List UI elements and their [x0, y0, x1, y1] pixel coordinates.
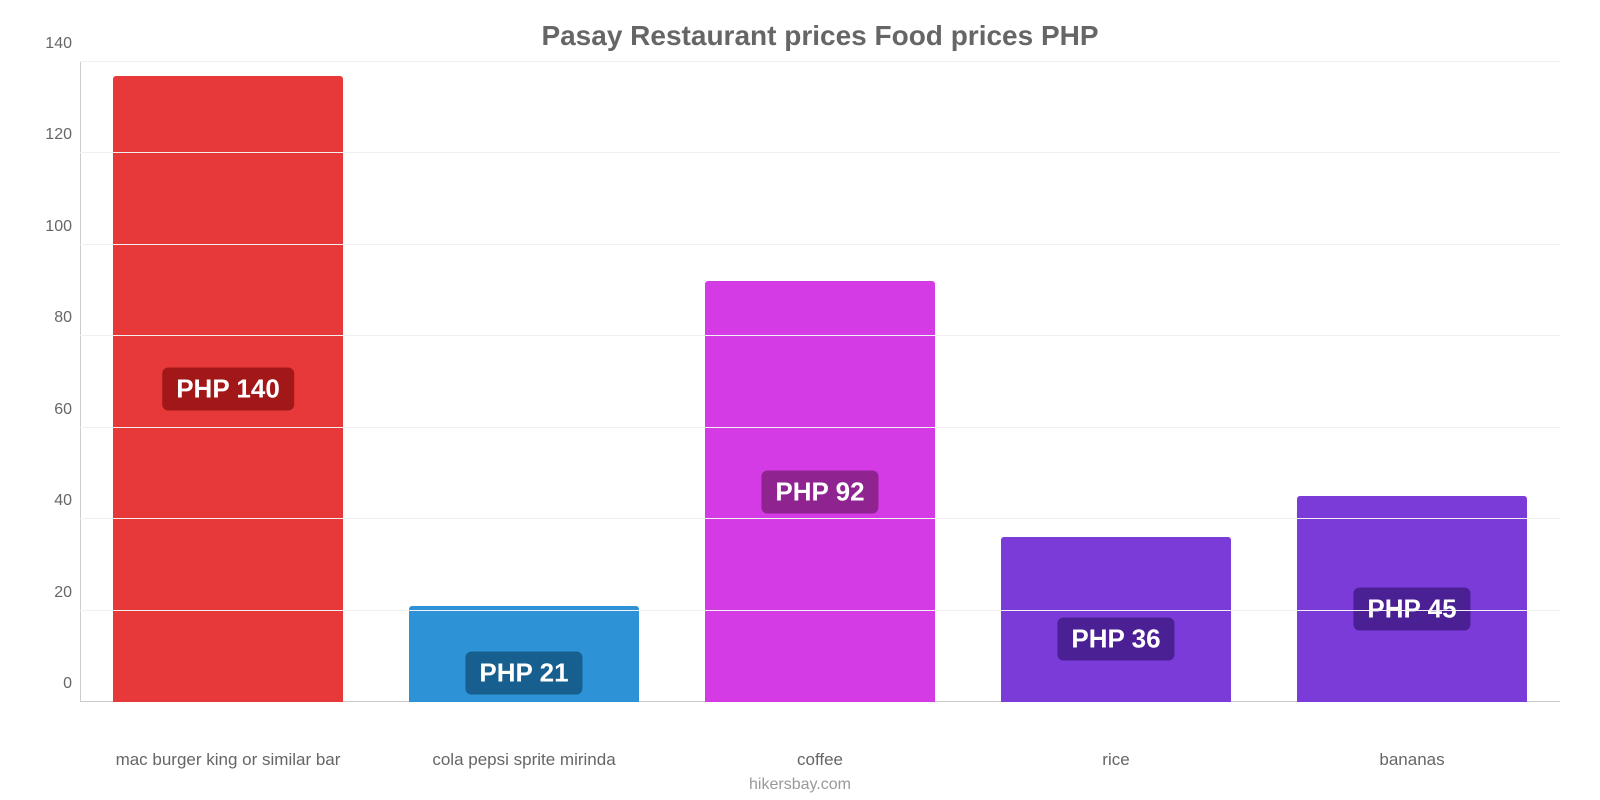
x-axis-label: mac burger king or similar bar — [80, 750, 376, 770]
grid-line — [80, 427, 1560, 428]
y-tick-label: 100 — [30, 218, 72, 236]
x-axis-label: rice — [968, 750, 1264, 770]
x-axis-label: coffee — [672, 750, 968, 770]
bar-value-label: PHP 92 — [761, 470, 878, 513]
bars-group: PHP 140 PHP 21 PHP 92 PHP 36 PHP 45 — [80, 62, 1560, 702]
x-axis-labels: mac burger king or similar barcola pepsi… — [80, 750, 1560, 770]
bar-slot: PHP 36 — [968, 62, 1264, 702]
y-tick-label: 120 — [30, 126, 72, 144]
y-tick-label: 60 — [30, 401, 72, 419]
bar-value-label: PHP 36 — [1057, 618, 1174, 661]
bar-value-label: PHP 21 — [465, 652, 582, 695]
credit-text: hikersbay.com — [0, 776, 1600, 794]
bar-slot: PHP 21 — [376, 62, 672, 702]
chart-title: Pasay Restaurant prices Food prices PHP — [80, 20, 1560, 52]
y-tick-label: 40 — [30, 492, 72, 510]
bar: PHP 36 — [1001, 537, 1232, 702]
bar: PHP 140 — [113, 76, 344, 702]
chart-container: Pasay Restaurant prices Food prices PHP … — [0, 0, 1600, 800]
plot-area: PHP 140PHP 21PHP 92PHP 36PHP 45 02040608… — [80, 62, 1560, 702]
grid-line — [80, 610, 1560, 611]
bar: PHP 45 — [1297, 496, 1528, 702]
bar-value-label: PHP 140 — [162, 367, 294, 410]
grid-line — [80, 335, 1560, 336]
grid-line — [80, 61, 1560, 62]
bar: PHP 92 — [705, 281, 936, 702]
bar-slot: PHP 45 — [1264, 62, 1560, 702]
y-tick-label: 140 — [30, 35, 72, 53]
x-axis-label: cola pepsi sprite mirinda — [376, 750, 672, 770]
grid-line — [80, 518, 1560, 519]
x-axis-label: bananas — [1264, 750, 1560, 770]
bar-slot: PHP 92 — [672, 62, 968, 702]
y-tick-label: 0 — [30, 675, 72, 693]
grid-line — [80, 152, 1560, 153]
y-tick-label: 20 — [30, 584, 72, 602]
bar: PHP 21 — [409, 606, 640, 702]
y-tick-label: 80 — [30, 309, 72, 327]
bar-slot: PHP 140 — [80, 62, 376, 702]
grid-line — [80, 244, 1560, 245]
